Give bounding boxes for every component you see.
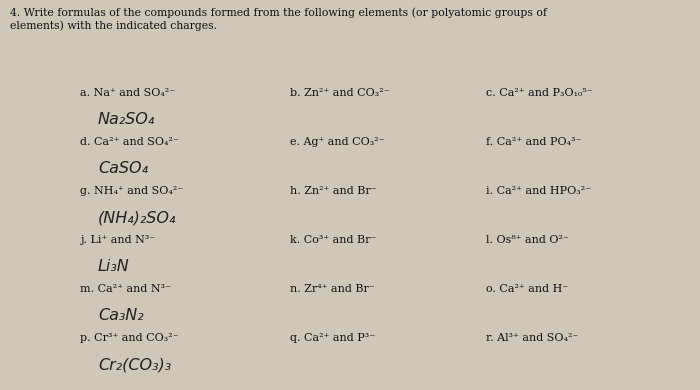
Text: e. Ag⁺ and CO₃²⁻: e. Ag⁺ and CO₃²⁻ xyxy=(290,137,385,147)
Text: n. Zr⁴⁺ and Br⁻: n. Zr⁴⁺ and Br⁻ xyxy=(290,284,375,294)
Text: b. Zn²⁺ and CO₃²⁻: b. Zn²⁺ and CO₃²⁻ xyxy=(290,88,390,98)
Text: Cr₂(CO₃)₃: Cr₂(CO₃)₃ xyxy=(98,358,171,372)
Text: m. Ca²⁺ and N³⁻: m. Ca²⁺ and N³⁻ xyxy=(80,284,172,294)
Text: j. Li⁺ and N³⁻: j. Li⁺ and N³⁻ xyxy=(80,235,155,245)
Text: r. Al³⁺ and SO₄²⁻: r. Al³⁺ and SO₄²⁻ xyxy=(486,333,579,344)
Text: l. Os⁸⁺ and O²⁻: l. Os⁸⁺ and O²⁻ xyxy=(486,235,569,245)
Text: CaSO₄: CaSO₄ xyxy=(98,161,148,176)
Text: g. NH₄⁺ and SO₄²⁻: g. NH₄⁺ and SO₄²⁻ xyxy=(80,186,183,196)
Text: f. Ca²⁺ and PO₄³⁻: f. Ca²⁺ and PO₄³⁻ xyxy=(486,137,582,147)
Text: p. Cr³⁺ and CO₃²⁻: p. Cr³⁺ and CO₃²⁻ xyxy=(80,333,179,344)
Text: k. Co³⁺ and Br⁻: k. Co³⁺ and Br⁻ xyxy=(290,235,377,245)
Text: Na₂SO₄: Na₂SO₄ xyxy=(98,112,155,127)
Text: 4. Write formulas of the compounds formed from the following elements (or polyat: 4. Write formulas of the compounds forme… xyxy=(10,7,547,18)
Text: c. Ca²⁺ and P₃O₁₀⁵⁻: c. Ca²⁺ and P₃O₁₀⁵⁻ xyxy=(486,88,593,98)
Text: (NH₄)₂SO₄: (NH₄)₂SO₄ xyxy=(98,210,176,225)
Text: a. Na⁺ and SO₄²⁻: a. Na⁺ and SO₄²⁻ xyxy=(80,88,176,98)
Text: q. Ca²⁺ and P³⁻: q. Ca²⁺ and P³⁻ xyxy=(290,333,376,344)
Text: h. Zn²⁺ and Br⁻: h. Zn²⁺ and Br⁻ xyxy=(290,186,377,196)
Text: o. Ca²⁺ and H⁻: o. Ca²⁺ and H⁻ xyxy=(486,284,568,294)
Text: d. Ca²⁺ and SO₄²⁻: d. Ca²⁺ and SO₄²⁻ xyxy=(80,137,179,147)
Text: Ca₃N₂: Ca₃N₂ xyxy=(98,308,144,323)
Text: Li₃N: Li₃N xyxy=(98,259,130,274)
Text: elements) with the indicated charges.: elements) with the indicated charges. xyxy=(10,20,218,31)
Text: i. Ca²⁺ and HPO₃²⁻: i. Ca²⁺ and HPO₃²⁻ xyxy=(486,186,592,196)
